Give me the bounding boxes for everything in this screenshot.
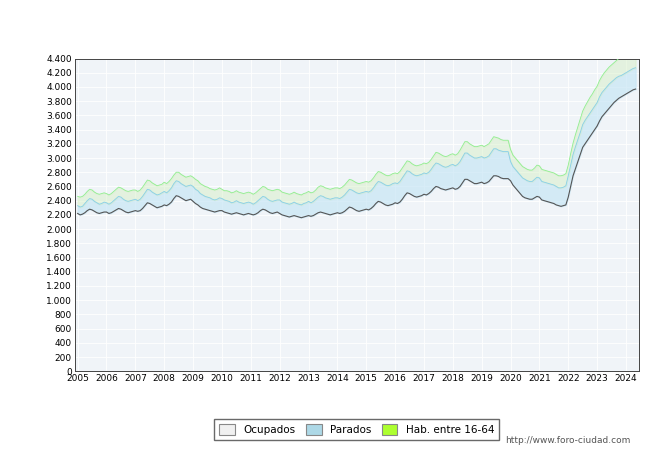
Text: Sant Joan les Fonts - Evolucion de la poblacion en edad de Trabajar Mayo de 2024: Sant Joan les Fonts - Evolucion de la po… <box>92 21 558 31</box>
Text: http://www.foro-ciudad.com: http://www.foro-ciudad.com <box>505 436 630 445</box>
Legend: Ocupados, Parados, Hab. entre 16-64: Ocupados, Parados, Hab. entre 16-64 <box>214 418 499 440</box>
